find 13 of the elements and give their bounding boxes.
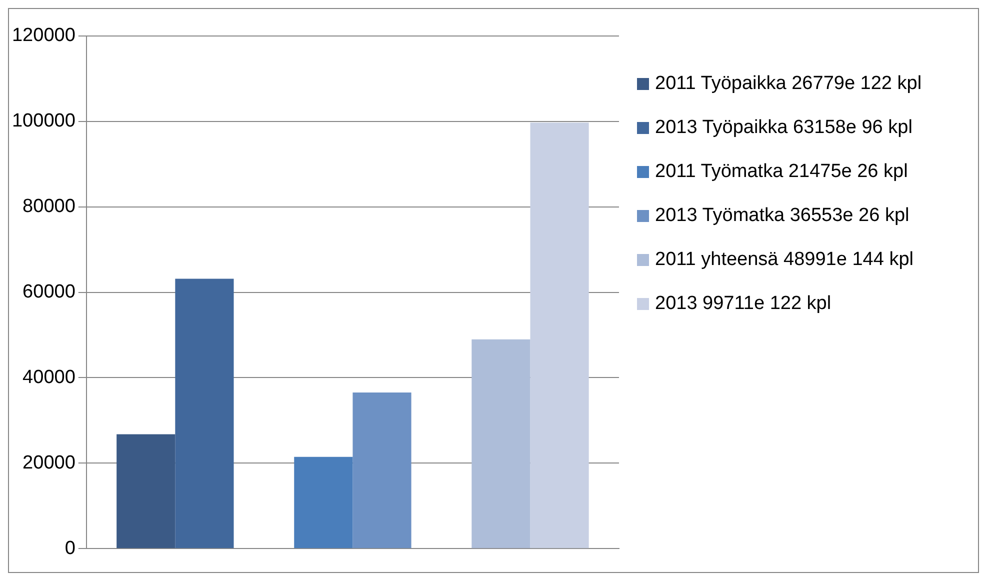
legend-label: 2013 Työpaikka 63158e 96 kpl bbox=[655, 116, 912, 140]
y-tick-label: 120000 bbox=[12, 25, 76, 46]
legend-label: 2013 Työmatka 36553e 26 kpl bbox=[655, 204, 910, 228]
y-tick-label: 80000 bbox=[22, 196, 76, 218]
y-tick-label: 100000 bbox=[12, 110, 76, 132]
y-tick-label: 60000 bbox=[22, 282, 76, 303]
legend-label: 2011 Työmatka 21475e 26 kpl bbox=[655, 160, 908, 184]
y-tick-label: 0 bbox=[64, 538, 76, 559]
y-tick-label: 20000 bbox=[22, 452, 76, 474]
legend-label: 2011 yhteensä 48991e 144 kpl bbox=[655, 248, 914, 272]
y-tick-label: 40000 bbox=[22, 366, 76, 388]
legend-label: 2011 Työpaikka 26779e 122 kpl bbox=[655, 72, 922, 96]
legend-label: 2013 99711e 122 kpl bbox=[655, 292, 832, 316]
